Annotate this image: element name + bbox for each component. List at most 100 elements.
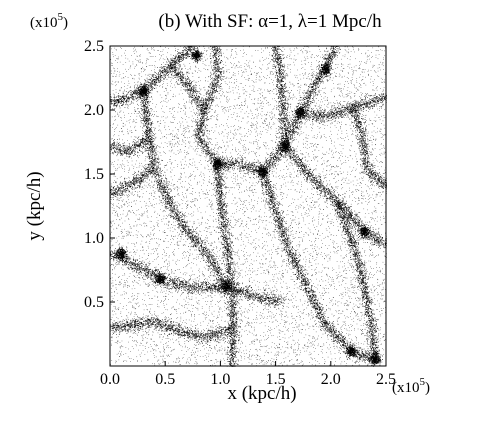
data-point: [383, 115, 385, 116]
data-point: [121, 237, 123, 239]
data-point: [113, 56, 114, 58]
data-point: [272, 237, 273, 239]
data-point: [351, 212, 352, 213]
data-point: [338, 250, 339, 251]
data-point: [126, 183, 128, 185]
data-point: [145, 264, 146, 265]
data-point: [203, 87, 204, 89]
data-point: [154, 83, 155, 85]
data-point: [120, 164, 122, 166]
data-point: [244, 200, 246, 201]
data-point: [297, 126, 298, 127]
data-point: [299, 91, 300, 93]
data-point: [304, 122, 306, 123]
data-point: [121, 128, 122, 129]
data-point: [280, 150, 282, 151]
data-point: [324, 125, 326, 126]
data-point: [368, 228, 370, 230]
data-point: [286, 173, 287, 174]
data-point: [335, 215, 337, 217]
data-point: [209, 133, 210, 135]
data-point: [257, 201, 258, 202]
data-point: [370, 108, 371, 109]
data-point: [380, 269, 381, 271]
data-point: [269, 264, 271, 266]
data-point: [305, 314, 307, 315]
data-point: [249, 196, 250, 198]
data-point: [245, 103, 246, 105]
data-point: [236, 209, 237, 210]
data-point: [152, 204, 153, 206]
data-point: [155, 137, 157, 139]
data-point: [242, 117, 243, 119]
data-point: [213, 247, 215, 248]
data-point: [285, 119, 286, 120]
data-point: [255, 335, 257, 337]
data-point: [184, 152, 185, 153]
data-point: [355, 345, 357, 346]
data-point: [381, 295, 382, 297]
data-point: [339, 295, 340, 296]
data-point: [197, 210, 199, 212]
data-point: [307, 160, 309, 162]
data-point: [345, 288, 346, 290]
data-point: [240, 182, 241, 184]
data-point: [241, 109, 243, 110]
data-point: [292, 83, 294, 85]
data-point: [188, 258, 189, 260]
data-point: [132, 191, 133, 193]
data-point: [288, 168, 289, 170]
data-point: [167, 92, 169, 93]
data-point: [316, 120, 317, 122]
data-point: [233, 175, 234, 176]
data-point: [203, 283, 204, 284]
data-point: [190, 279, 191, 281]
data-point: [342, 202, 343, 204]
data-point: [249, 189, 250, 191]
data-point: [331, 122, 333, 123]
data-point: [135, 234, 137, 236]
data-point: [364, 273, 365, 274]
data-point: [264, 197, 266, 198]
data-point: [206, 356, 207, 358]
data-point: [315, 360, 316, 362]
data-point: [120, 354, 122, 356]
data-point: [151, 127, 153, 129]
data-point: [154, 66, 156, 68]
data-point: [232, 87, 234, 88]
data-point: [351, 283, 352, 285]
data-point: [257, 98, 259, 99]
data-point: [195, 231, 196, 233]
data-point: [186, 121, 188, 123]
data-point: [271, 173, 273, 175]
data-point: [345, 283, 347, 284]
data-point: [191, 285, 193, 287]
data-point: [376, 243, 378, 245]
data-point: [135, 111, 136, 112]
data-point: [332, 277, 333, 278]
data-point: [138, 73, 139, 75]
data-point: [312, 275, 313, 276]
data-point: [232, 133, 234, 134]
data-point: [312, 124, 313, 126]
data-point: [299, 299, 301, 300]
data-point: [137, 148, 138, 150]
data-point: [134, 308, 136, 310]
data-point: [179, 360, 180, 362]
data-point: [173, 122, 174, 123]
data-point: [156, 258, 157, 260]
data-point: [382, 62, 383, 64]
data-point: [307, 204, 308, 206]
data-point: [186, 164, 187, 166]
data-point: [208, 322, 210, 324]
data-point: [298, 257, 299, 258]
data-point: [152, 229, 154, 231]
data-point: [331, 280, 333, 282]
data-point: [303, 309, 304, 311]
plot-points: [110, 46, 387, 367]
data-point: [220, 101, 221, 103]
data-point: [184, 113, 186, 115]
data-point: [306, 90, 308, 92]
data-point: [279, 323, 281, 324]
data-point: [117, 309, 119, 311]
